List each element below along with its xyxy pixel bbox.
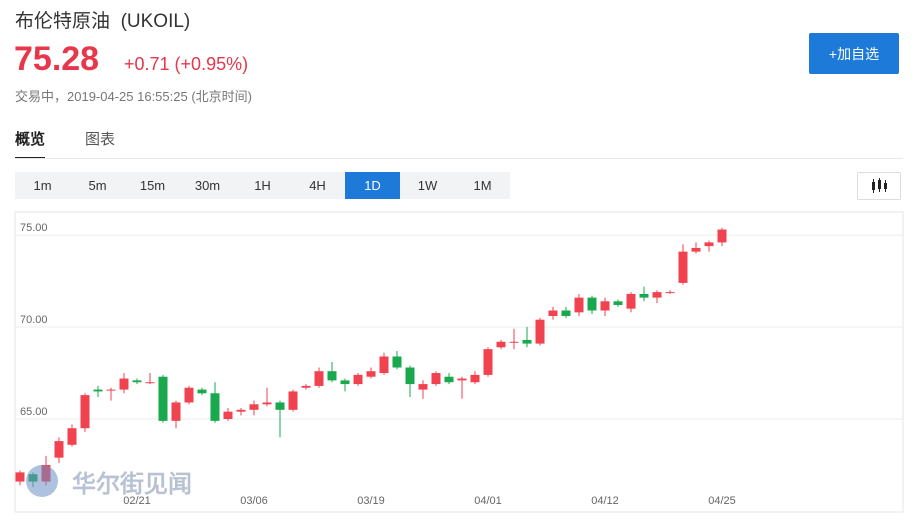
candle-body (639, 293, 649, 298)
status: 交易中，2019-04-25 16:55:25 (北京时间) (15, 89, 252, 104)
candle-body (327, 371, 337, 381)
candle-body (665, 292, 675, 294)
candle-body (548, 310, 558, 317)
interval-button[interactable]: 1W (417, 178, 438, 193)
title: 布伦特原油 (UKOIL) (15, 6, 190, 33)
candle-body (301, 385, 311, 388)
candle-body (262, 402, 272, 405)
y-tick-label: 70.00 (20, 314, 48, 326)
candle-body (340, 380, 350, 385)
candle-body (288, 391, 298, 410)
interval-bar: 1m 5m 15m 30m 1H 4H 1D 1W 1M (15, 172, 510, 199)
candle-body (223, 411, 233, 420)
candle-body (197, 389, 207, 394)
interval-button[interactable]: 1m (33, 178, 52, 193)
symbol: (UKOIL) (120, 11, 191, 32)
plot-frame (14, 211, 904, 513)
candle-icon (872, 178, 887, 193)
chart-type-button[interactable] (857, 172, 901, 200)
add-watchlist-button[interactable]: +加自选 (809, 33, 899, 74)
candle-body (67, 428, 77, 445)
candle-body (457, 378, 467, 381)
candle-body (80, 395, 90, 429)
candle-body (717, 229, 727, 243)
interval-button[interactable]: 15m (139, 178, 166, 193)
candle-body (704, 242, 714, 247)
candle-body (574, 297, 584, 313)
change: +0.71 (+0.95%) (124, 54, 249, 74)
candle-body (587, 297, 597, 311)
candle-body (392, 356, 402, 368)
candle-body (691, 247, 701, 252)
candle-body (509, 341, 519, 343)
watermark-logo (26, 465, 58, 497)
divider (15, 158, 903, 159)
candle-body (158, 376, 168, 421)
candle-body (236, 409, 246, 412)
instrument-name: 布伦特原油 (15, 11, 111, 32)
candle-body (431, 373, 441, 385)
interval-button[interactable]: 5m (88, 178, 107, 193)
x-tick-label: 04/01 (474, 495, 502, 507)
tab[interactable]: 图表 (85, 131, 116, 148)
x-tick-label: 04/12 (591, 495, 619, 507)
candle-body (626, 293, 636, 309)
candle-body (418, 384, 428, 390)
interval-button[interactable]: 1D (345, 172, 400, 199)
candle-body (54, 441, 64, 458)
candle-body (41, 465, 51, 482)
candle-body (561, 310, 571, 317)
candle-body (522, 339, 532, 344)
candle-body (444, 376, 454, 383)
candle-body (184, 387, 194, 403)
candle-body (249, 404, 259, 410)
interval-button[interactable]: 30m (194, 178, 221, 193)
x-tick-label: 04/25 (708, 495, 736, 507)
candle-body (496, 341, 506, 348)
candle-body (93, 389, 103, 392)
x-tick-label: 02/21 (123, 495, 151, 507)
tabs: 概览 图表 (15, 128, 115, 159)
candle-body (470, 374, 480, 383)
candle-body (678, 251, 688, 283)
candle-body (652, 292, 662, 298)
candle-body (314, 371, 324, 386)
candle-body (600, 301, 610, 311)
candle-body (171, 402, 181, 421)
price: 75.28 (14, 40, 100, 78)
interval-button[interactable]: 1M (473, 178, 492, 193)
y-tick-label: 75.00 (20, 222, 48, 234)
candle-body (366, 371, 376, 377)
candle-body (145, 382, 155, 384)
candle-body (15, 472, 25, 482)
candle-body (106, 389, 116, 391)
x-tick-label: 03/06 (240, 495, 268, 507)
candle-body (132, 380, 142, 383)
candle-body (379, 356, 389, 374)
watermark: 华尔街见闻 (72, 470, 192, 498)
tab[interactable]: 概览 (15, 128, 46, 159)
candle-body (28, 474, 38, 482)
x-tick-label: 03/19 (357, 495, 385, 507)
interval-button[interactable]: 1H (254, 178, 271, 193)
y-tick-label: 65.00 (20, 406, 48, 418)
candle-body (353, 374, 363, 385)
candle-body (119, 378, 129, 390)
candle-body (535, 319, 545, 344)
candle-body (405, 367, 415, 385)
interval-button[interactable]: 4H (309, 178, 326, 193)
candle-body (613, 301, 623, 305)
candle-body (275, 402, 285, 410)
candle-body (483, 349, 493, 375)
candle-body (210, 393, 220, 421)
